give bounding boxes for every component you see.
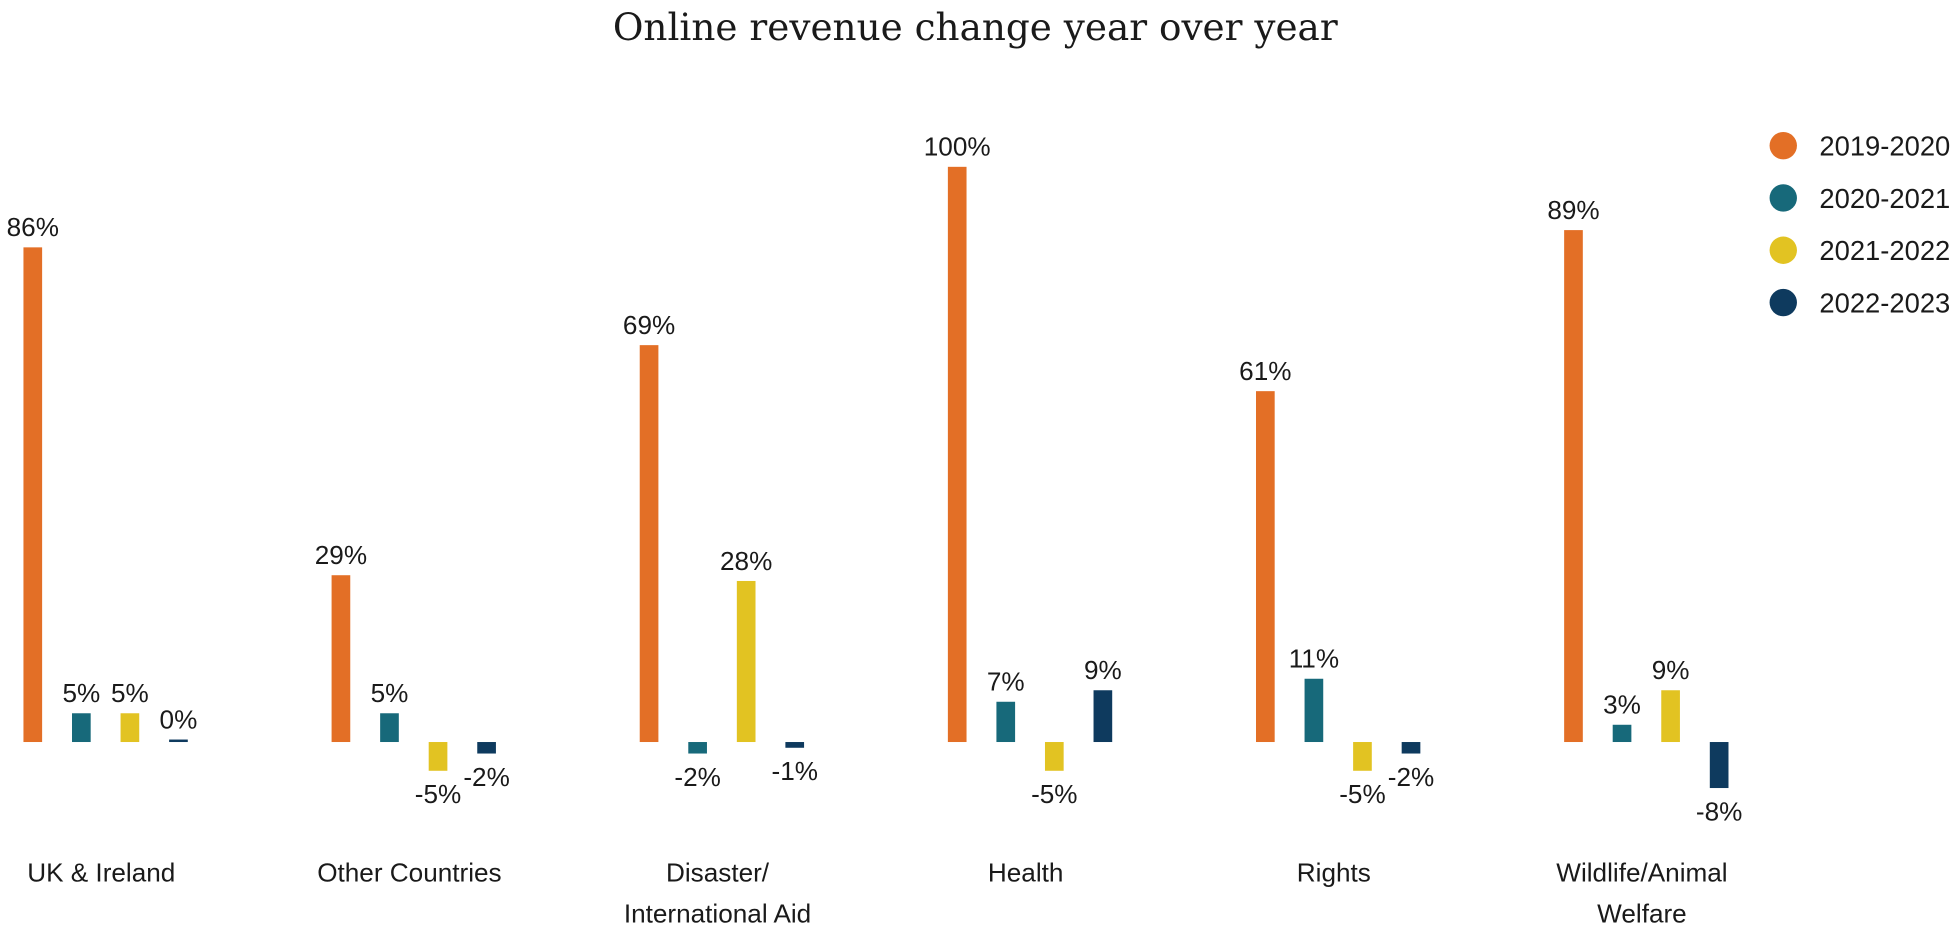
value-label: 9% (1652, 655, 1690, 685)
value-label: 29% (315, 540, 367, 570)
category-labels-group: UK & Ireland Other Countries Disaster/Inte… (27, 857, 1727, 928)
bar-2022-2023-1 (477, 742, 496, 754)
bar-2022-2023-5 (1709, 742, 1729, 789)
bar-2019-2020-0 (23, 247, 43, 743)
bar-2021-2022-3 (1044, 742, 1064, 771)
value-label: 86% (7, 212, 59, 242)
value-label: -5% (415, 779, 461, 809)
value-label: 69% (623, 310, 675, 340)
value-label: -5% (1031, 779, 1077, 809)
bar-2020-2021-4 (1304, 678, 1324, 743)
value-label: -2% (674, 762, 720, 792)
bar-2021-2022-4 (1353, 742, 1372, 771)
category-label: Disaster/ (666, 857, 770, 887)
bar-2022-2023-0 (169, 739, 188, 743)
category-label: Other Countries (317, 857, 501, 887)
bar-2021-2022-2 (736, 580, 756, 743)
legend-marker (1769, 288, 1797, 317)
legend-label: 2020-2021 (1819, 183, 1950, 214)
category-label: International Aid (624, 899, 811, 929)
bars-group (23, 166, 1729, 789)
value-label: 5% (111, 678, 149, 708)
value-labels-group: 86%5% 5%0%29%5%-5%-2%69%-2%28%-1%100%7%-5… (7, 132, 1743, 827)
value-label: 7% (987, 667, 1025, 697)
category-label: Welfare (1597, 899, 1687, 929)
bar-2019-2020-4 (1256, 391, 1275, 743)
value-label: -2% (463, 762, 509, 792)
legend-marker (1769, 236, 1797, 264)
bar-2019-2020-1 (331, 575, 351, 743)
value-label: -5% (1339, 779, 1385, 809)
bar-2019-2020-2 (639, 345, 659, 743)
category-label: Health (988, 857, 1064, 887)
category-label: Rights (1297, 857, 1371, 887)
value-label: 28% (720, 546, 772, 576)
bar-2021-2022-0 (120, 713, 140, 743)
bar-2019-2020-5 (1564, 230, 1583, 743)
category-label: Wildlife/Animal (1556, 857, 1727, 887)
value-label: 0% (160, 704, 198, 734)
bar-2021-2022-5 (1661, 690, 1680, 743)
chart-title: Online revenue change year over year (613, 5, 1338, 49)
value-label: 100% (924, 132, 991, 162)
legend-label: 2021-2022 (1819, 235, 1950, 266)
bar-2022-2023-2 (785, 742, 805, 748)
bar-2020-2021-0 (72, 713, 91, 743)
legend-marker (1769, 184, 1797, 212)
bar-2019-2020-3 (947, 166, 967, 743)
value-label: 9% (1084, 655, 1122, 685)
category-label: UK & Ireland (27, 857, 175, 887)
legend-marker (1769, 131, 1797, 160)
value-label: 61% (1239, 356, 1291, 386)
value-label: -1% (771, 756, 817, 786)
legend-label: 2022-2023 (1819, 287, 1950, 318)
bar-2020-2021-2 (688, 742, 707, 754)
value-label: -2% (1388, 762, 1434, 792)
bar-2022-2023-4 (1401, 742, 1421, 754)
bar-2021-2022-1 (428, 742, 448, 771)
value-label: 3% (1603, 690, 1641, 720)
value-label: 11% (1289, 644, 1339, 674)
value-label: -8% (1696, 796, 1742, 826)
value-label: 5% (62, 678, 100, 708)
legend: 2019-2020 2020-2021 2021-2022 2022-2023 (1769, 131, 1950, 318)
bar-2022-2023-3 (1093, 690, 1113, 743)
bar-2020-2021-5 (1612, 724, 1632, 743)
legend-label: 2019-2020 (1819, 131, 1950, 162)
value-label: 89% (1547, 195, 1599, 225)
bar-2020-2021-1 (380, 713, 399, 743)
value-label: 5% (371, 678, 409, 708)
bar-2020-2021-3 (996, 701, 1016, 743)
